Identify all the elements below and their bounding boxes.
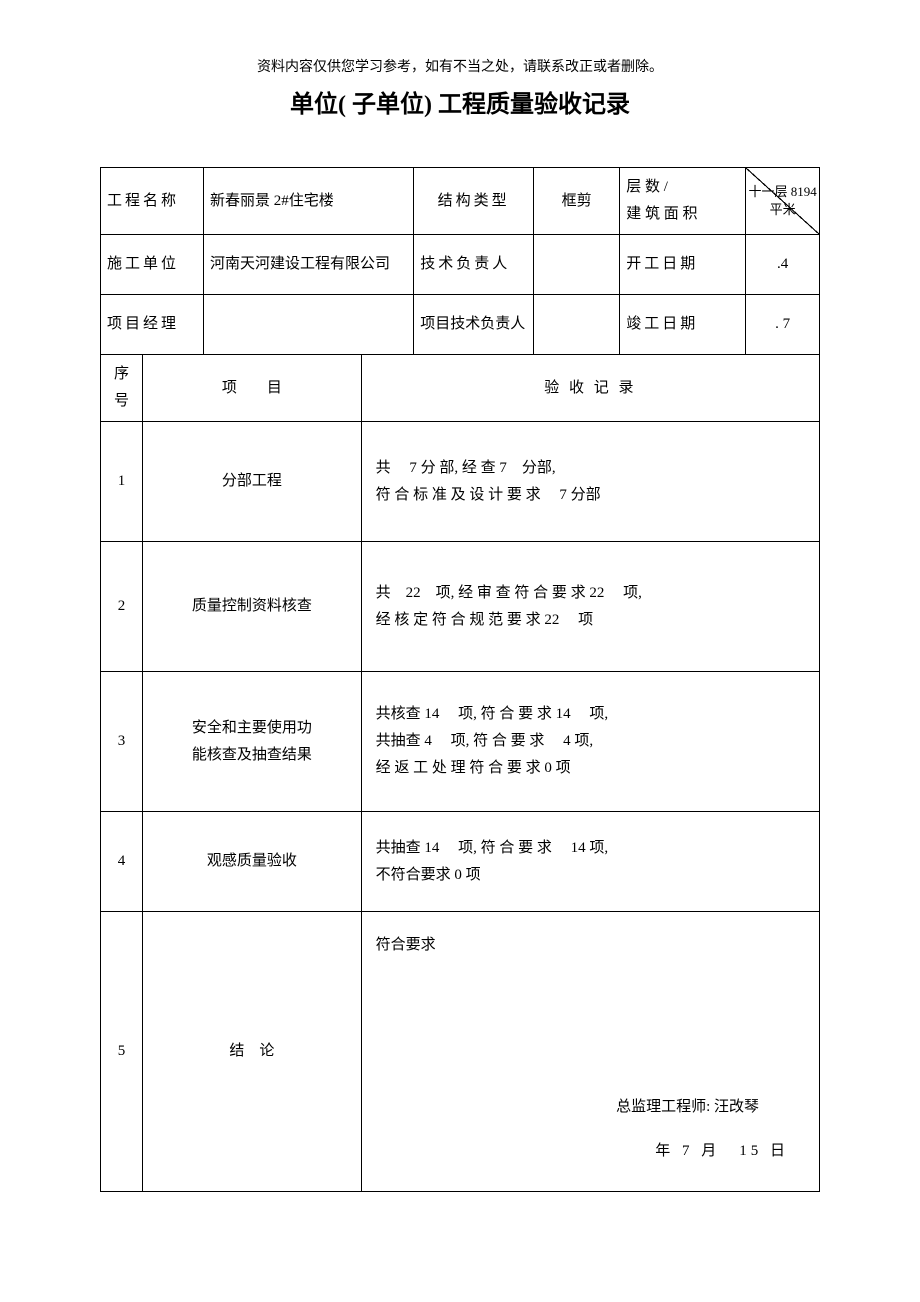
row5-date: 年 7 月 15 日 — [655, 1138, 789, 1165]
row3-item: 安全和主要使用功 能核查及抽查结果 — [143, 672, 362, 812]
label-project-name: 工程名称 — [101, 168, 204, 235]
row4-line2: 不符合要求 0 项 — [376, 862, 809, 889]
row5-item: 结 论 — [143, 912, 362, 1192]
label-start-date: 开工日期 — [620, 235, 746, 295]
page-title: 单位( 子单位) 工程质量验收记录 — [100, 84, 820, 119]
value-tech-lead — [534, 235, 620, 295]
row4-item: 观感质量验收 — [143, 812, 362, 912]
row3-record: 共核查 14 项, 符 合 要 求 14 项, 共抽查 4 项, 符 合 要 求… — [361, 672, 819, 812]
label-floors-area: 层 数 / 建 筑 面 积 — [620, 168, 746, 235]
value-end-date: . 7 — [746, 295, 820, 355]
row2-no: 2 — [101, 542, 143, 672]
row1-record: 共 7 分 部, 经 查 7 分部, 符 合 标 准 及 设 计 要 求 7 分… — [361, 422, 819, 542]
value-floors-area: 十一层 8194 平米 — [746, 168, 820, 235]
row2-item: 质量控制资料核查 — [143, 542, 362, 672]
row4-no: 4 — [101, 812, 143, 912]
col-record: 验 收 记 录 — [361, 355, 819, 422]
row4-record: 共抽查 14 项, 符 合 要 求 14 项, 不符合要求 0 项 — [361, 812, 819, 912]
col-item: 项 目 — [143, 355, 362, 422]
page-note: 资料内容仅供您学习参考，如有不当之处，请联系改正或者删除。 — [100, 56, 820, 76]
record-table: 工程名称 新春丽景 2#住宅楼 结构类型 框剪 层 数 / 建 筑 面 积 十一… — [100, 167, 820, 1192]
value-structure-type: 框剪 — [534, 168, 620, 235]
row3-item-line2: 能核查及抽查结果 — [149, 742, 355, 769]
row4-line1: 共抽查 14 项, 符 合 要 求 14 项, — [376, 835, 809, 862]
label-floors-area-2: 建 筑 面 积 — [626, 201, 739, 228]
label-pm: 项目经理 — [101, 295, 204, 355]
label-construction-unit: 施工单位 — [101, 235, 204, 295]
row1-no: 1 — [101, 422, 143, 542]
value-start-date: .4 — [746, 235, 820, 295]
col-seq: 序号 — [101, 355, 143, 422]
label-tech-lead: 技术负责人 — [414, 235, 534, 295]
row1-item: 分部工程 — [143, 422, 362, 542]
value-pm — [204, 295, 414, 355]
label-end-date: 竣工日期 — [620, 295, 746, 355]
row3-line1: 共核查 14 项, 符 合 要 求 14 项, — [376, 701, 809, 728]
label-proj-tech-lead: 项目技术负责人 — [414, 295, 534, 355]
row1-line1: 共 7 分 部, 经 查 7 分部, — [376, 455, 809, 482]
row1-line2: 符 合 标 准 及 设 计 要 求 7 分部 — [376, 482, 809, 509]
row3-line2: 共抽查 4 项, 符 合 要 求 4 项, — [376, 728, 809, 755]
value-proj-tech-lead — [534, 295, 620, 355]
row2-record: 共 22 项, 经 审 查 符 合 要 求 22 项, 经 核 定 符 合 规 … — [361, 542, 819, 672]
row5-record: 符合要求 总监理工程师: 汪改琴 年 7 月 15 日 — [361, 912, 819, 1192]
row3-no: 3 — [101, 672, 143, 812]
label-floors-area-1: 层 数 / — [626, 174, 739, 201]
row3-item-line1: 安全和主要使用功 — [149, 715, 355, 742]
label-structure-type: 结构类型 — [414, 168, 534, 235]
row3-line3: 经 返 工 处 理 符 合 要 求 0 项 — [376, 755, 809, 782]
row2-line1: 共 22 项, 经 审 查 符 合 要 求 22 项, — [376, 580, 809, 607]
row5-line1: 符合要求 — [376, 932, 436, 959]
value-project-name: 新春丽景 2#住宅楼 — [204, 168, 414, 235]
value-construction-unit: 河南天河建设工程有限公司 — [204, 235, 414, 295]
row5-engineer: 总监理工程师: 汪改琴 — [616, 1094, 759, 1121]
row2-line2: 经 核 定 符 合 规 范 要 求 22 项 — [376, 607, 809, 634]
row5-no: 5 — [101, 912, 143, 1192]
